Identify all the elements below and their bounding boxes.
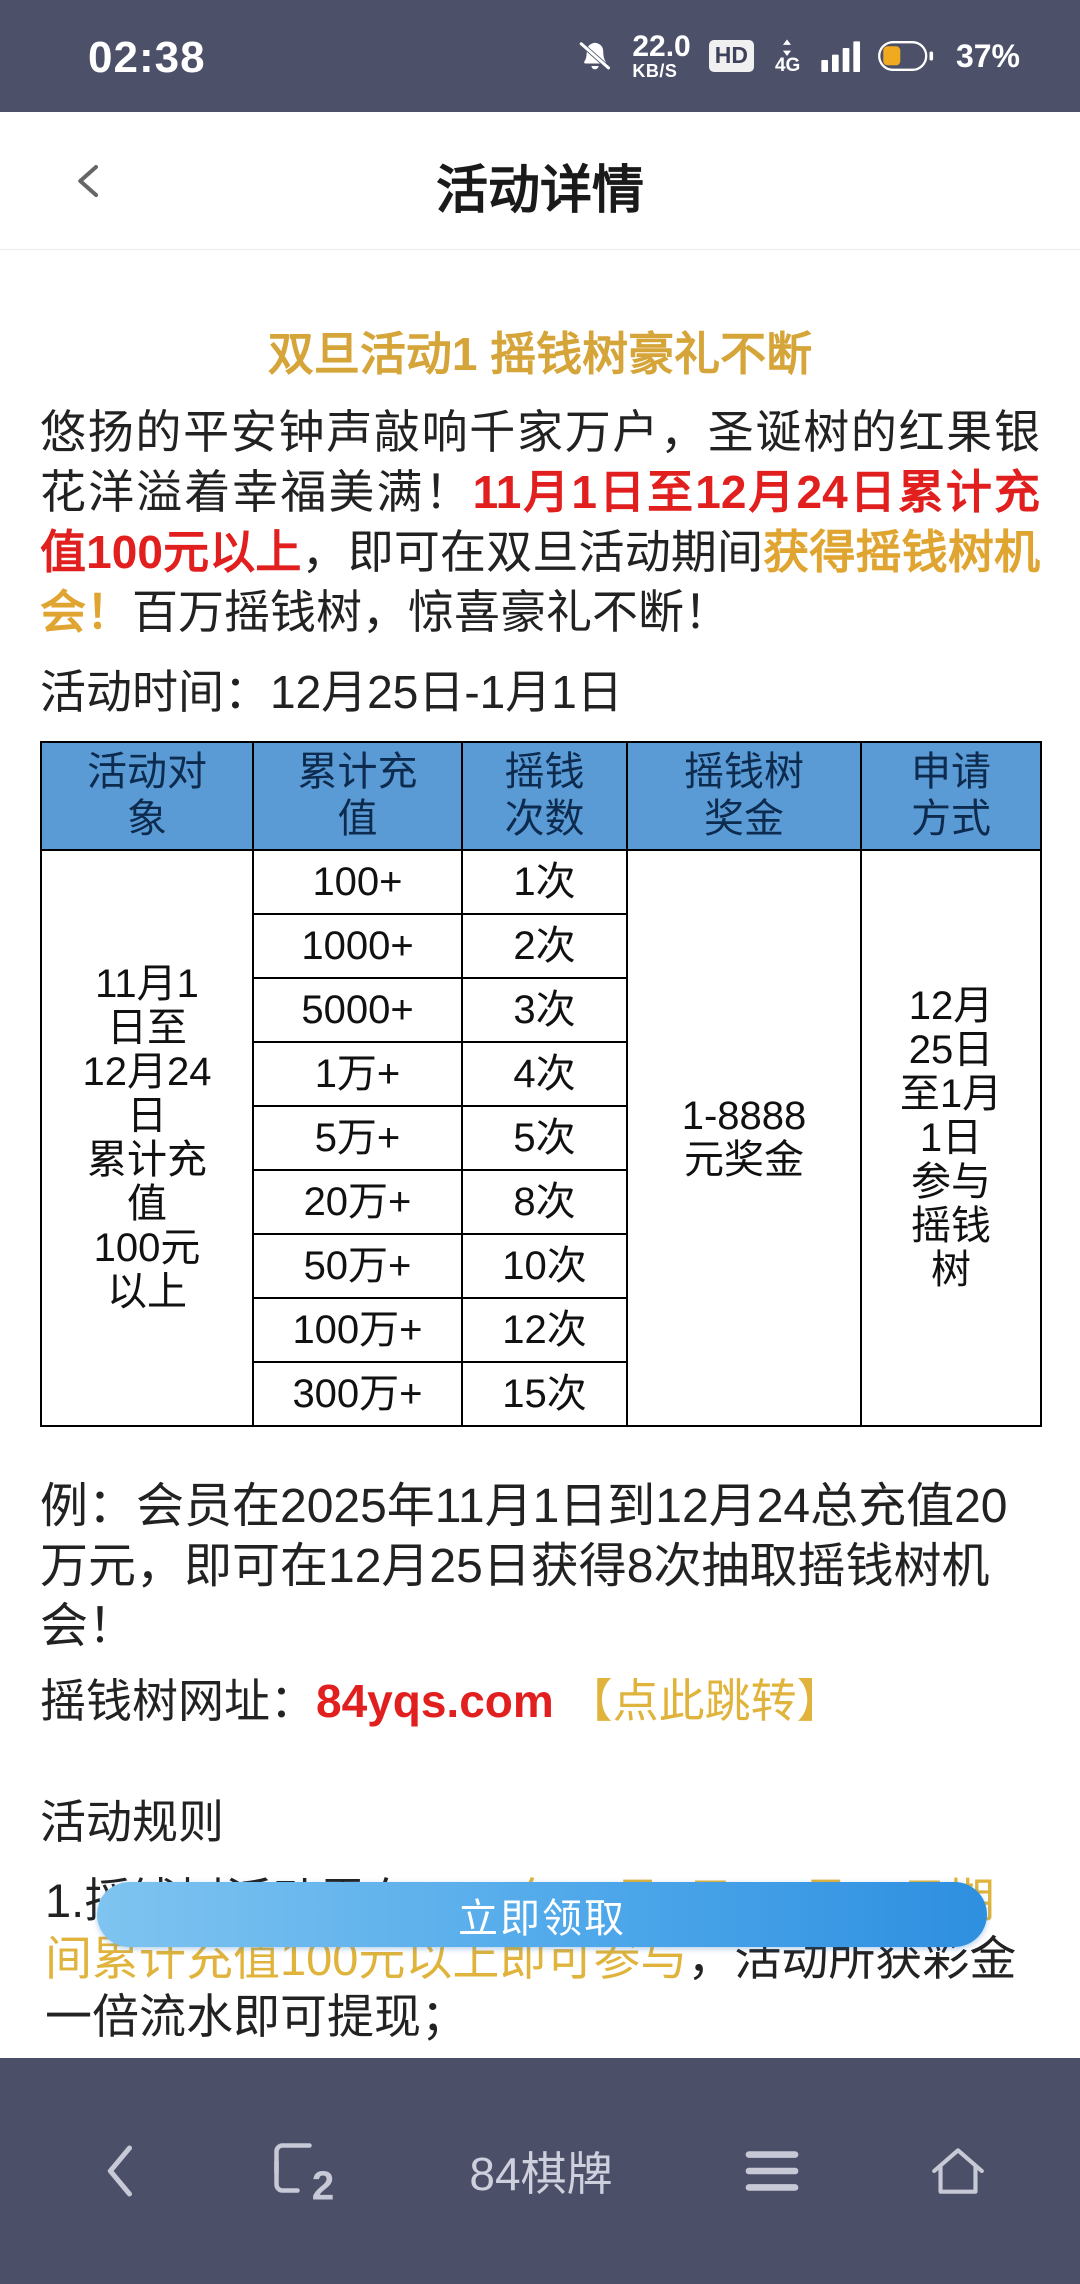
- svg-text:2: 2: [312, 2163, 335, 2203]
- svg-text:4G: 4G: [775, 55, 800, 75]
